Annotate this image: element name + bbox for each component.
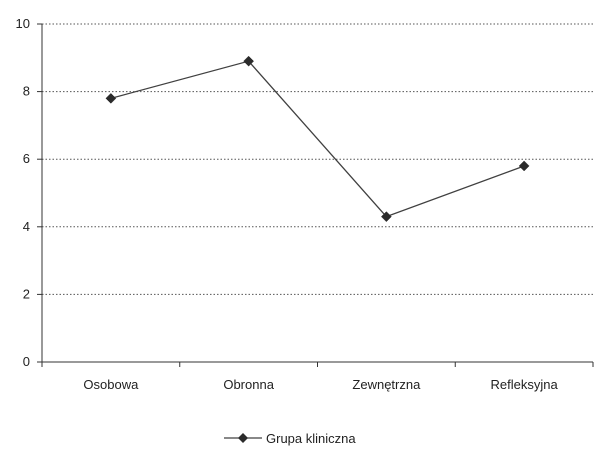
x-tick-label: Osobowa [83,377,139,392]
y-tick-label: 0 [23,354,30,369]
x-tick-label: Zewnętrzna [352,377,421,392]
x-tick-label: Obronna [223,377,274,392]
series-line [110,60,525,218]
y-tick-label: 8 [23,84,30,99]
series-layer [105,55,530,223]
legend: Grupa kliniczna [224,431,356,446]
y-tick-label: 10 [16,16,30,31]
legend-marker [238,433,248,443]
x-tick-label: Refleksyjna [491,377,559,392]
legend-label: Grupa kliniczna [266,431,356,446]
grid-lines [42,23,593,295]
axes: 0 2 4 6 8 10 Osobowa Obronna Zewnętrzna Refleksyj… [16,16,594,392]
y-tick-label: 4 [23,219,30,234]
y-tick-label: 6 [23,151,30,166]
data-point [518,160,530,172]
data-point [105,93,117,104]
y-tick-label: 2 [23,286,30,301]
data-point [243,55,254,67]
data-point [381,211,392,223]
